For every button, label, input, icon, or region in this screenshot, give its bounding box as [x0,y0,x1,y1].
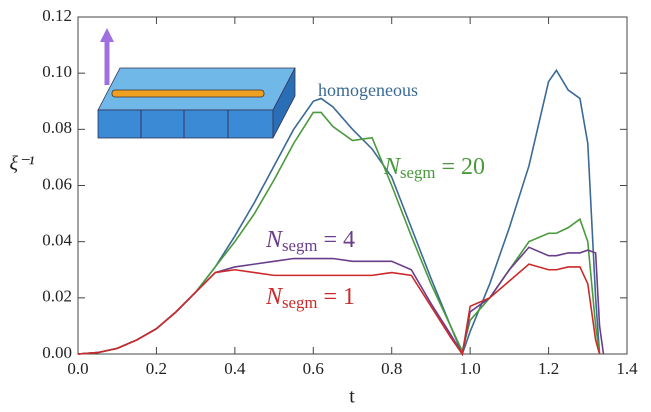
x-tick-label: 0.4 [224,359,246,378]
y-tick-label: 0.12 [42,6,72,25]
series-label: Nsegm = 1 [265,284,355,312]
x-tick-label: 0.8 [381,359,402,378]
x-axis-label: t [349,386,355,408]
y-tick-label: 0.06 [42,174,72,193]
y-tick-label: 0.10 [42,62,72,81]
y-tick-label: 0.00 [42,343,72,362]
wire [112,90,264,97]
field-arrowhead [100,28,114,42]
y-tick-label: 0.02 [42,287,72,306]
series-label: Nsegm = 4 [265,227,355,255]
x-tick-label: 1.0 [460,359,481,378]
slab-front [98,110,273,138]
y-tick-label: 0.04 [42,231,72,250]
chart: t ξ⁻¹ 0.00.20.40.60.81.01.21.40.000.020.… [0,0,651,412]
x-tick-label: 1.2 [538,359,559,378]
x-tick-label: 1.4 [616,359,638,378]
y-axis-label: ξ⁻¹ [9,153,34,175]
x-tick-label: 0.6 [303,359,324,378]
y-tick-label: 0.08 [42,118,72,137]
series-label: homogeneous [318,80,418,100]
slab-top [98,68,295,110]
inset-illustration [98,28,295,138]
series-label: Nsegm = 20 [383,154,485,182]
x-tick-label: 0.2 [146,359,167,378]
